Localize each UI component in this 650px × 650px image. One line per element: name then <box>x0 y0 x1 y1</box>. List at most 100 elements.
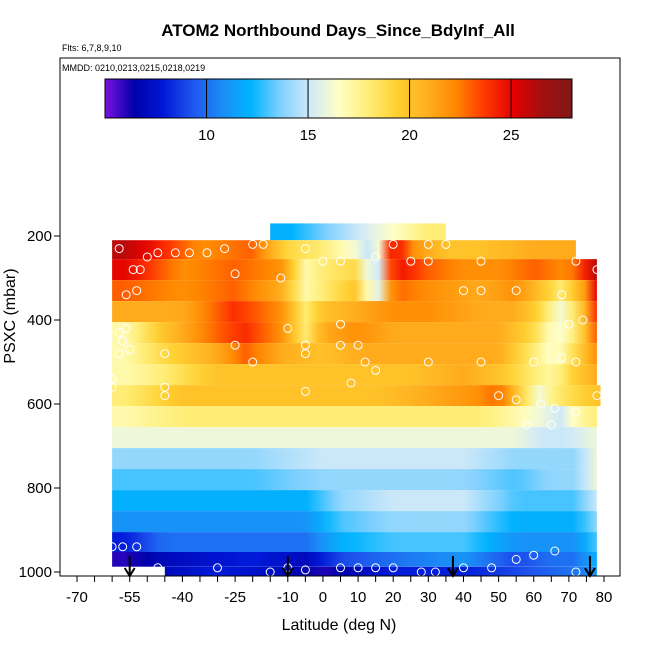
sample-point <box>353 563 363 573</box>
sample-point <box>170 248 180 258</box>
sample-point <box>283 323 293 333</box>
sample-point <box>114 244 124 254</box>
y-tick-label: 1000 <box>19 564 52 581</box>
sample-point <box>550 546 560 556</box>
sample-point <box>353 340 363 350</box>
sample-point <box>546 420 556 430</box>
sample-point <box>459 286 468 296</box>
heatmap-area <box>112 223 601 577</box>
sample-point <box>571 357 581 367</box>
sample-point <box>494 391 504 401</box>
heatmap-band <box>112 552 597 567</box>
x-tick-label: 70 <box>561 589 578 606</box>
x-axis: -70 -55 -40 -25 -10 0 10 20 30 40 50 60 70 80 <box>66 576 612 606</box>
y-tick-label: 200 <box>27 228 52 245</box>
sample-point <box>371 365 381 375</box>
x-tick-label: -10 <box>277 589 299 606</box>
x-axis-label: Latitude (deg N) <box>282 617 397 634</box>
heatmap-band <box>112 511 597 533</box>
sample-point <box>360 357 370 367</box>
flight-arrows <box>123 556 596 578</box>
sample-point <box>346 378 356 388</box>
sample-point <box>423 239 433 249</box>
sample-point <box>511 286 521 296</box>
sample-point <box>336 256 345 266</box>
sample-point <box>529 357 539 367</box>
sample-point <box>476 286 486 296</box>
sample-point <box>441 239 451 249</box>
sample-point <box>318 256 328 266</box>
heatmap-band <box>112 385 601 407</box>
heatmap-band <box>112 240 576 260</box>
colorbar: 10 15 20 25 <box>104 78 573 144</box>
sample-point <box>423 256 433 266</box>
sample-point <box>160 349 170 359</box>
sample-point <box>248 239 258 249</box>
heatmap-band <box>112 364 597 386</box>
x-tick-label: 10 <box>350 589 367 606</box>
sample-point <box>128 265 138 275</box>
colorbar-tick-label: 15 <box>300 127 317 144</box>
sample-point <box>300 349 310 359</box>
sample-point <box>300 244 310 254</box>
x-tick-label: 80 <box>596 589 613 606</box>
sample-point <box>125 344 135 354</box>
sample-point <box>487 563 497 573</box>
heatmap-band <box>112 322 597 344</box>
flights-note: Flts: 6,7,8,9,10 <box>62 43 122 53</box>
sample-point <box>153 563 163 573</box>
x-tick-label: -40 <box>172 589 194 606</box>
heatmap-band <box>112 469 597 491</box>
sample-point <box>536 399 546 409</box>
sample-point <box>132 542 142 552</box>
sample-point <box>118 336 128 346</box>
heatmap-band <box>112 427 597 449</box>
y-tick-label: 800 <box>27 480 52 497</box>
sample-point <box>114 328 124 338</box>
sample-point <box>220 244 230 254</box>
heatmap-band <box>112 448 597 470</box>
y-axis: 200 400 600 800 1000 <box>19 228 60 581</box>
sample-point <box>550 403 560 413</box>
sample-point <box>300 565 310 575</box>
colorbar-tick-label: 25 <box>503 127 520 144</box>
heatmap-band <box>164 566 597 577</box>
sample-point <box>371 252 381 262</box>
heatmap-band <box>112 406 597 428</box>
y-tick-label: 400 <box>27 312 52 329</box>
x-tick-label: 50 <box>490 589 507 606</box>
chart-title: ATOM2 Northbound Days_Since_BdyInf_All <box>161 21 515 40</box>
x-tick-label: -55 <box>119 589 141 606</box>
sample-point <box>511 395 521 405</box>
sample-point <box>107 382 117 392</box>
sample-point <box>107 542 117 552</box>
sample-point <box>184 248 194 258</box>
sample-point <box>118 542 128 552</box>
sample-point <box>476 256 486 266</box>
dates-note: MMDD: 0210,0213,0215,0218,0219 <box>62 63 205 73</box>
sample-point <box>388 239 398 249</box>
colorbar-tick-label: 10 <box>198 127 215 144</box>
sample-point <box>230 269 240 279</box>
sample-point <box>132 286 142 296</box>
x-tick-label: 30 <box>420 589 437 606</box>
sample-point <box>529 550 539 560</box>
x-tick-label: 20 <box>385 589 402 606</box>
sample-point <box>230 340 240 350</box>
sample-point <box>202 248 212 258</box>
sample-point <box>557 353 567 363</box>
sample-point <box>248 357 258 367</box>
sample-point <box>459 563 468 573</box>
y-tick-label: 600 <box>27 396 52 413</box>
sample-point <box>142 252 152 262</box>
sample-point <box>300 386 310 396</box>
sample-point <box>371 563 381 573</box>
colorbar-tick-label: 20 <box>401 127 418 144</box>
sample-point <box>121 290 131 300</box>
sample-point <box>213 563 222 573</box>
sample-point <box>571 407 581 417</box>
sample-point <box>160 391 170 401</box>
sample-point <box>336 319 345 329</box>
sample-point <box>258 239 268 249</box>
